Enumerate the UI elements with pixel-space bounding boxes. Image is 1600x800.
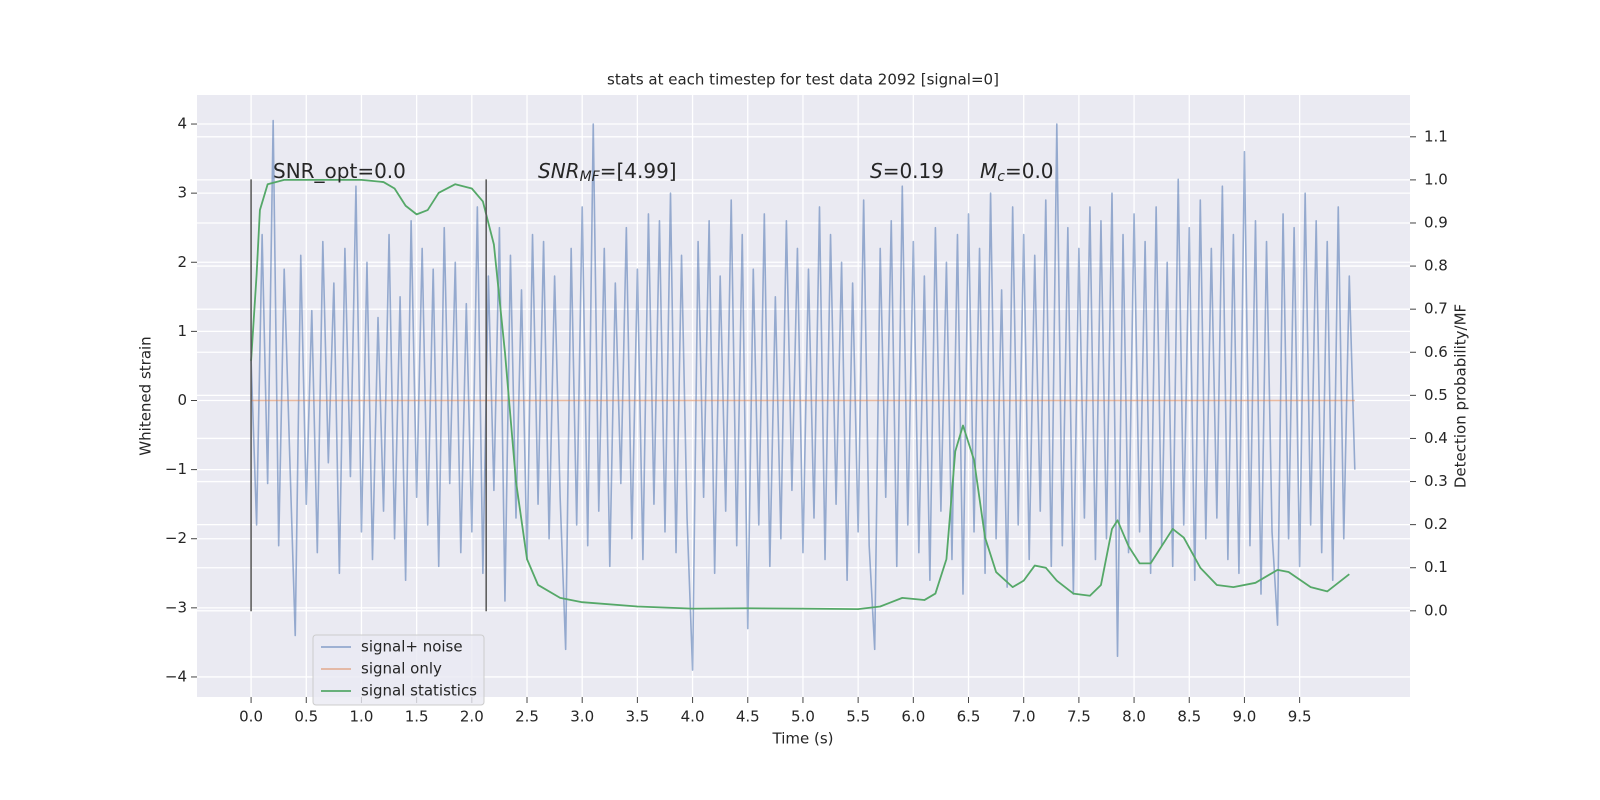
y2-tick-label: 0.3 — [1424, 472, 1448, 490]
legend-label: signal+ noise — [361, 638, 463, 656]
y-tick-label: −4 — [165, 667, 187, 685]
y2-axis-label: Detection probability/MF — [1452, 304, 1470, 488]
series-line — [250, 178, 1350, 610]
legend-box — [312, 634, 485, 706]
y2-tick-label: 1.1 — [1424, 127, 1448, 145]
x-tick-label: 2.5 — [515, 708, 539, 726]
annotation: SNRMF=[4.99] — [538, 159, 677, 186]
x-tick-label: 8.5 — [1177, 708, 1201, 726]
x-tick-label: 4.5 — [736, 708, 760, 726]
x-tick-label: 2.0 — [460, 708, 484, 726]
x-tick-label: 9.0 — [1233, 708, 1257, 726]
annotation-suffix: =[4.99] — [600, 159, 677, 183]
y-tick-label: 4 — [177, 115, 187, 133]
y-axis-label: Whitened strain — [137, 336, 155, 455]
x-tick-label: 0.0 — [239, 708, 263, 726]
y-tick-label: −1 — [165, 460, 187, 478]
x-tick-label: 3.0 — [570, 708, 594, 726]
x-tick-label: 5.0 — [791, 708, 815, 726]
y-tick-label: −3 — [165, 598, 187, 616]
annotation-main: SNR_opt=0.0 — [273, 159, 406, 183]
annotation-suffix: =0.19 — [883, 159, 944, 183]
x-tick-label: 7.0 — [1012, 708, 1036, 726]
series-line — [250, 119, 1356, 671]
annotation-sub: c — [997, 169, 1005, 185]
y2-tick-label: 0.8 — [1424, 257, 1448, 275]
y2-tick-label: 0.5 — [1424, 386, 1448, 404]
annotation: SNR_opt=0.0 — [273, 159, 406, 183]
y2-tick-label: 0.6 — [1424, 343, 1448, 361]
legend-label: signal statistics — [361, 682, 477, 700]
y2-tick-label: 0.2 — [1424, 515, 1448, 533]
x-axis-label: Time (s) — [772, 730, 834, 748]
x-tick-label: 3.5 — [625, 708, 649, 726]
annotation-main: SNR — [538, 159, 580, 183]
x-tick-label: 6.5 — [957, 708, 981, 726]
x-tick-label: 1.5 — [405, 708, 429, 726]
annotation-sub: MF — [580, 169, 601, 185]
x-tick-label: 7.5 — [1067, 708, 1091, 726]
annotation-main: S — [870, 159, 883, 183]
annotation: Mc=0.0 — [980, 159, 1054, 186]
annotation-main: M — [980, 159, 997, 183]
y2-tick-label: 0.7 — [1424, 300, 1448, 318]
y-tick-label: −2 — [165, 529, 187, 547]
y-tick-label: 0 — [177, 391, 187, 409]
x-tick-label: 0.5 — [294, 708, 318, 726]
x-tick-label: 6.0 — [901, 708, 925, 726]
y2-tick-label: 0.0 — [1424, 601, 1448, 619]
x-tick-label: 8.0 — [1122, 708, 1146, 726]
y2-tick-label: 1.0 — [1424, 170, 1448, 188]
x-tick-label: 1.0 — [350, 708, 374, 726]
y2-tick-label: 0.4 — [1424, 429, 1448, 447]
y-tick-label: 3 — [177, 184, 187, 202]
x-tick-label: 5.5 — [846, 708, 870, 726]
x-tick-label: 9.5 — [1288, 708, 1312, 726]
chart-title: stats at each timestep for test data 209… — [607, 71, 999, 89]
y2-tick-label: 0.9 — [1424, 213, 1448, 231]
annotation-suffix: =0.0 — [1005, 159, 1054, 183]
annotation: S=0.19 — [870, 159, 944, 183]
y2-tick-label: 0.1 — [1424, 558, 1448, 576]
x-tick-label: 4.0 — [681, 708, 705, 726]
y-tick-label: 2 — [177, 253, 187, 271]
y-tick-label: 1 — [177, 322, 187, 340]
legend-label: signal only — [361, 660, 442, 678]
